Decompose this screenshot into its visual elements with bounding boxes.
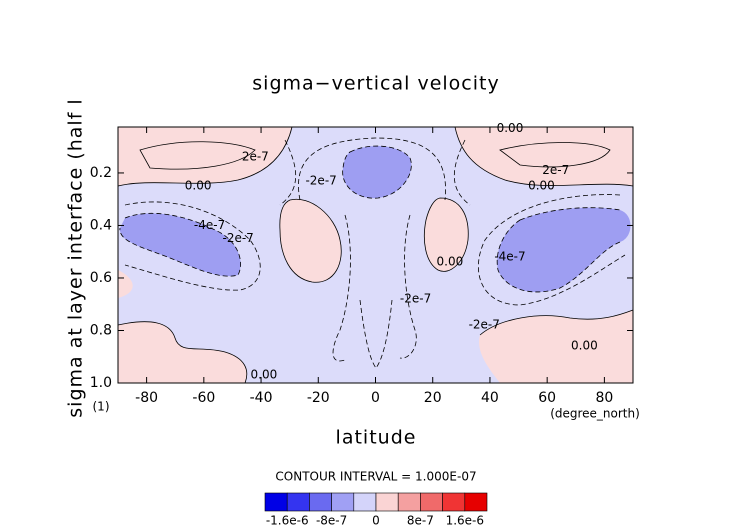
x-tick-label: -80 (135, 390, 158, 406)
x-tick-label: 20 (424, 390, 442, 406)
contour-label: 0.00 (497, 121, 524, 135)
negative-region (497, 207, 631, 292)
positive-region (118, 321, 247, 383)
contour-label: 2e-7 (542, 163, 569, 177)
contour-label: 0.00 (437, 255, 464, 269)
contour-label: 2e-7 (242, 150, 269, 164)
positive-region (479, 310, 633, 383)
positive-region (424, 198, 469, 272)
colorbar-label: -8e-7 (316, 514, 347, 528)
positive-region (118, 127, 292, 186)
contour-line (332, 214, 417, 362)
colorbar-box (286, 492, 310, 512)
x-tick-label: 0 (371, 390, 380, 406)
contour-label: -2e-7 (305, 173, 336, 187)
x-tick-label: 80 (595, 390, 613, 406)
y-axis-label: sigma at layer interface (half l (65, 98, 87, 417)
zero-contour (117, 309, 634, 384)
contour-line (298, 137, 446, 201)
colorbar-box (264, 492, 288, 512)
contour-line (124, 201, 261, 291)
colorbar-box (375, 492, 399, 512)
contour-field (117, 126, 634, 384)
x-tick-label: -20 (307, 390, 330, 406)
y-tick-label: 0.2 (90, 165, 112, 181)
y-axis-unit: (1) (93, 400, 110, 414)
colorbar-box (420, 492, 443, 512)
colorbar-label: -1.6e-6 (266, 514, 309, 528)
zero-contour (279, 197, 469, 283)
y-tick-label: 1.0 (90, 375, 112, 391)
x-axis-unit: (degree_north) (550, 407, 640, 421)
contour-line (139, 141, 611, 170)
zero-contour (117, 126, 634, 187)
negative-region (342, 146, 412, 199)
contour-label: 0.00 (185, 179, 212, 193)
positive-region (279, 199, 342, 283)
chart-title: sigma−vertical velocity (252, 73, 499, 95)
contour-label: -2e-7 (469, 318, 500, 332)
contour-line (478, 194, 626, 306)
contour-line (119, 145, 621, 293)
contour-label: -2e-7 (400, 291, 431, 305)
y-tick-label: 0.6 (90, 270, 112, 286)
contour-label: 0.00 (571, 339, 598, 353)
colorbar-label: 1.6e-6 (446, 514, 484, 528)
x-axis-label: latitude (336, 427, 417, 449)
y-tick-label: 0.8 (90, 322, 112, 338)
x-tick-label: -40 (250, 390, 273, 406)
positive-region (455, 127, 633, 186)
y-tick-label: 0.4 (90, 217, 112, 233)
contour-label: 0.00 (251, 368, 278, 382)
contour-line (279, 139, 471, 206)
colorbar-box (464, 492, 488, 512)
contour-label: -4e-7 (194, 218, 225, 232)
contour-interval: CONTOUR INTERVAL = 1.000E-07 (275, 470, 476, 484)
colorbar-box (397, 492, 421, 512)
colorbar-label: 0 (372, 514, 380, 528)
colorbar-box (309, 492, 332, 512)
x-tick-label: 40 (481, 390, 499, 406)
x-tick-label: 60 (538, 390, 556, 406)
colorbar-box (442, 492, 466, 512)
colorbar-box (331, 492, 355, 512)
contour-label: -2e-7 (223, 231, 254, 245)
colorbar-box (353, 492, 377, 512)
contour-label: -4e-7 (494, 249, 525, 263)
contour-label: 0.00 (528, 179, 555, 193)
x-tick-label: -60 (192, 390, 215, 406)
negative-region (119, 213, 241, 277)
positive-region (118, 270, 133, 298)
colorbar-label: 8e-7 (407, 514, 434, 528)
